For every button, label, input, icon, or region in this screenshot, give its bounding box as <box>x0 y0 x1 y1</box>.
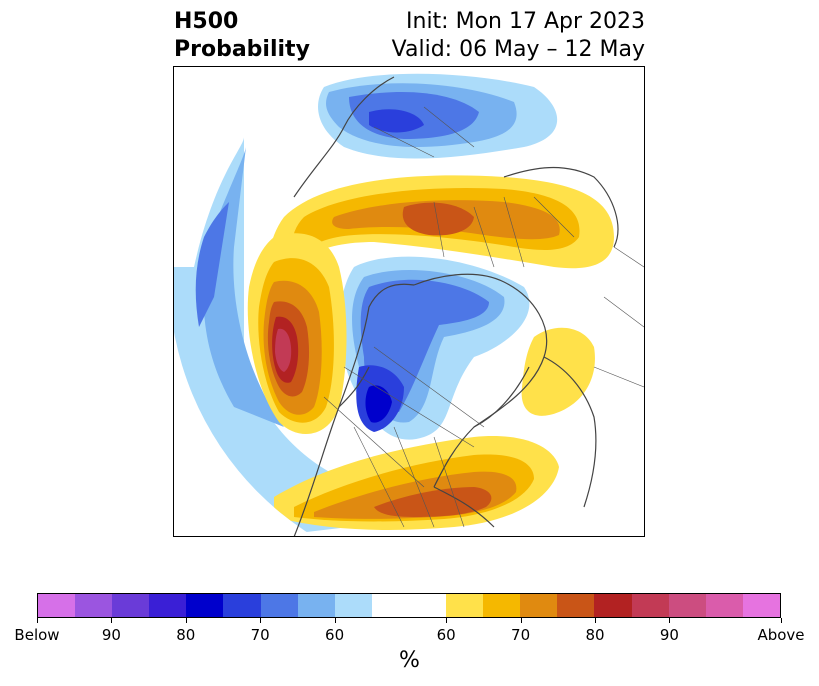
colorbar-tick-mark <box>446 618 448 623</box>
blue-region-pacific <box>174 137 434 536</box>
colorbar-unit-label: % <box>399 648 420 673</box>
colorbar-tick-label: 80 <box>585 626 605 644</box>
colorbar-segment <box>112 594 150 617</box>
warm-region-us-80 <box>374 487 492 517</box>
map-dates: Init: Mon 17 Apr 2023 Valid: 06 May – 12… <box>392 8 645 64</box>
colorbar-segment <box>520 594 558 617</box>
colorbar-tick-mark <box>334 618 336 623</box>
colorbar-segment <box>334 594 372 617</box>
colorbar-segment <box>371 594 409 617</box>
colorbar-segment <box>631 594 669 617</box>
colorbar-tick-label: 70 <box>511 626 531 644</box>
warm-region-atlantic <box>521 327 595 416</box>
colorbar-segment <box>408 594 447 617</box>
init-date: Init: Mon 17 Apr 2023 <box>406 9 645 34</box>
blue-region-canada-90 <box>365 385 392 423</box>
colorbar-segment <box>186 594 224 617</box>
warm-region-pacific-core <box>275 328 292 372</box>
colorbar-tick-mark <box>595 618 596 623</box>
blue-region-pacific-70 <box>195 202 229 327</box>
colorbar-tick-label: 80 <box>176 626 196 644</box>
colorbar-tick-mark <box>260 618 262 623</box>
title-line-variable: H500 <box>174 9 239 34</box>
colorbar-segment <box>38 594 76 617</box>
colorbar-tick-label: 60 <box>436 626 456 644</box>
country-borders <box>323 106 644 528</box>
colorbar-tick-mark <box>185 618 187 623</box>
colorbar-segment <box>260 594 298 617</box>
colorbar-segment <box>297 594 335 617</box>
colorbar-tick-mark <box>37 618 38 623</box>
colorbar-tick-label: 60 <box>325 626 345 644</box>
colorbar-tick-mark <box>520 618 522 623</box>
colorbar-segment <box>557 594 595 617</box>
colorbar-segment <box>483 594 521 617</box>
colorbar-segment <box>446 594 484 617</box>
colorbar-tick-label: 90 <box>659 626 679 644</box>
colorbar-segment <box>75 594 113 617</box>
colorbar-tick-label: Above <box>757 626 805 644</box>
probability-map <box>173 66 645 537</box>
colorbar-segment <box>149 594 187 617</box>
colorbar-tick-mark <box>669 618 671 623</box>
warm-band-eurasia-80 <box>402 202 474 236</box>
colorbar-segment <box>705 594 743 617</box>
colorbar-tick-label: 70 <box>250 626 270 644</box>
colorbar-tick-label: Below <box>14 626 60 644</box>
colorbar-ticks: Below 90 80 70 60 60 70 80 90 Above <box>14 618 805 648</box>
colorbar-segment <box>742 594 780 617</box>
map-svg <box>174 73 644 536</box>
colorbar <box>37 593 781 618</box>
valid-date: Valid: 06 May – 12 May <box>391 37 645 62</box>
title-line-probability: Probability <box>174 37 310 62</box>
colorbar-segment <box>594 594 632 617</box>
colorbar-tick-mark <box>781 618 782 623</box>
colorbar-tick-mark <box>111 618 113 623</box>
map-title: H500 Probability <box>174 8 310 64</box>
blue-region-siberia-80 <box>369 109 424 133</box>
colorbar-tick-label: 90 <box>101 626 121 644</box>
colorbar-segment <box>223 594 261 617</box>
colorbar-segment <box>668 594 706 617</box>
anomaly-fields <box>174 73 614 536</box>
